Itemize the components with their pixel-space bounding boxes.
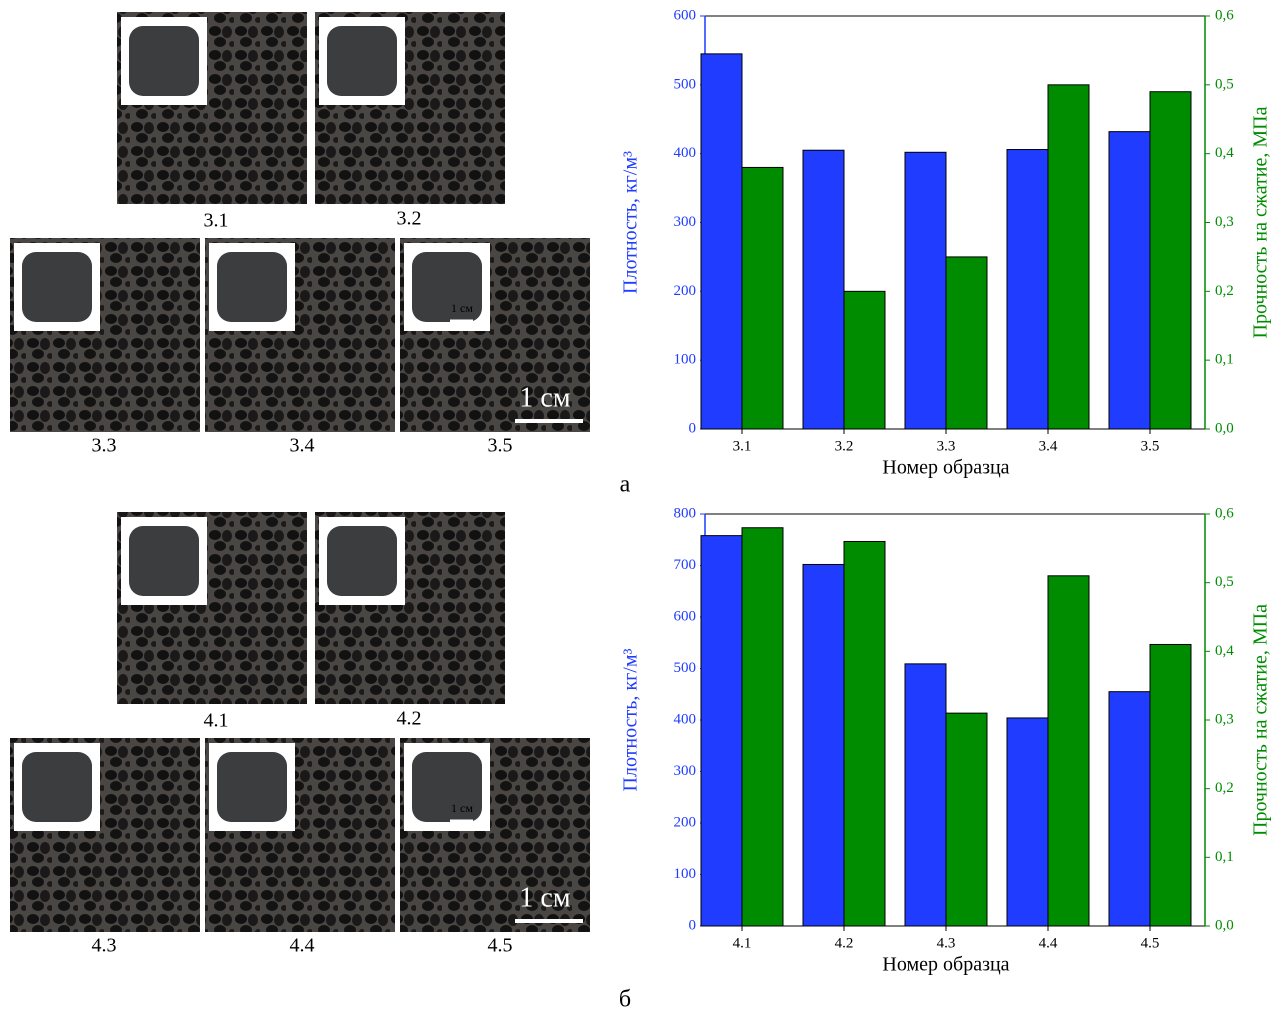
bar [802, 149, 845, 430]
y-tick-label: 100 [674, 866, 697, 882]
y-tick-label: 600 [674, 608, 697, 624]
x-tick-label: 4.5 [1141, 935, 1160, 951]
y-tick-label: 200 [674, 814, 697, 830]
sample-block [412, 752, 482, 822]
x-tick-label: 3.3 [937, 438, 956, 454]
y2-tick-label: 0,4 [1215, 643, 1234, 659]
bar [843, 290, 886, 430]
y-tick-label: 0 [689, 917, 697, 933]
y2-tick-label: 0,6 [1215, 7, 1234, 23]
x-tick-label: 4.1 [733, 935, 752, 951]
photo-label: 3.5 [488, 435, 513, 457]
y-tick-label: 0 [689, 420, 697, 436]
bar [904, 663, 947, 927]
y2-tick-label: 0,5 [1215, 574, 1234, 590]
bar [741, 166, 784, 430]
sample-block [217, 252, 287, 322]
x-tick-label: 4.3 [937, 935, 956, 951]
y-tick-label: 700 [674, 557, 697, 573]
photo-label: 4.5 [488, 935, 513, 957]
photo-label: 4.4 [290, 935, 315, 957]
x-tick-label: 4.4 [1039, 935, 1058, 951]
y2-tick-label: 0,5 [1215, 76, 1234, 92]
scale-bar-label: 1 см [519, 882, 570, 913]
x-axis-label: Номер образца [882, 954, 1009, 976]
bar [843, 540, 886, 927]
sample-block [327, 26, 397, 96]
y-tick-label: 800 [674, 505, 697, 521]
sample-block [412, 252, 482, 322]
y-tick-label: 300 [674, 214, 697, 230]
y-tick-label: 400 [674, 145, 697, 161]
y2-axis-label: Прочность на сжатие, МПа [1250, 604, 1272, 836]
sample-block [22, 252, 92, 322]
photo-label: 3.3 [92, 435, 117, 457]
photo-label: 4.3 [92, 935, 117, 957]
y-tick-label: 200 [674, 283, 697, 299]
y2-tick-label: 0,3 [1215, 711, 1234, 727]
inset-scale-label: 1 см [451, 801, 473, 815]
y2-tick-label: 0,1 [1215, 849, 1234, 865]
y2-tick-label: 0,0 [1215, 420, 1234, 436]
bar [1108, 691, 1151, 927]
x-tick-label: 3.2 [835, 438, 854, 454]
bar [1006, 149, 1049, 430]
inset-scale-label: 1 см [451, 301, 473, 315]
sample-block [327, 526, 397, 596]
y-tick-label: 600 [674, 7, 697, 23]
bar [945, 256, 988, 430]
photo-label: 4.2 [397, 708, 422, 730]
photo-label: 3.2 [397, 208, 422, 230]
y-axis-label: Плотность, кг/м³ [620, 649, 642, 792]
bar [945, 712, 988, 927]
bar [802, 563, 845, 927]
y-tick-label: 300 [674, 763, 697, 779]
y2-tick-label: 0,6 [1215, 505, 1234, 521]
y2-tick-label: 0,0 [1215, 917, 1234, 933]
bar [700, 535, 743, 927]
x-tick-label: 3.4 [1039, 438, 1058, 454]
bar [1108, 131, 1151, 430]
photo-label: 3.1 [204, 210, 229, 232]
y2-tick-label: 0,2 [1215, 283, 1234, 299]
sample-block [129, 526, 199, 596]
y-tick-label: 500 [674, 76, 697, 92]
bar [741, 527, 784, 927]
sample-block [217, 752, 287, 822]
y-tick-label: 500 [674, 660, 697, 676]
y2-tick-label: 0,2 [1215, 780, 1234, 796]
y-tick-label: 100 [674, 352, 697, 368]
bar [1047, 575, 1090, 927]
sample-block [22, 752, 92, 822]
photo-label: 3.4 [290, 435, 315, 457]
x-tick-label: 3.1 [733, 438, 752, 454]
bar [1047, 84, 1090, 430]
y-axis-label: Плотность, кг/м³ [620, 151, 642, 294]
x-tick-label: 4.2 [835, 935, 854, 951]
panel-label: б [619, 987, 631, 1013]
x-axis-label: Номер образца [882, 457, 1009, 479]
bar [904, 151, 947, 430]
photo-label: 4.1 [204, 710, 229, 732]
sample-block [129, 26, 199, 96]
y2-tick-label: 0,4 [1215, 145, 1234, 161]
bar [1149, 643, 1192, 927]
y2-tick-label: 0,3 [1215, 214, 1234, 230]
y-tick-label: 400 [674, 711, 697, 727]
y2-tick-label: 0,1 [1215, 352, 1234, 368]
x-tick-label: 3.5 [1141, 438, 1160, 454]
scale-bar-label: 1 см [519, 382, 570, 413]
bar [1149, 91, 1192, 430]
y2-axis-label: Прочность на сжатие, МПа [1250, 106, 1272, 338]
bar [1006, 717, 1049, 927]
panel-label: а [620, 472, 631, 498]
bar [700, 53, 743, 430]
